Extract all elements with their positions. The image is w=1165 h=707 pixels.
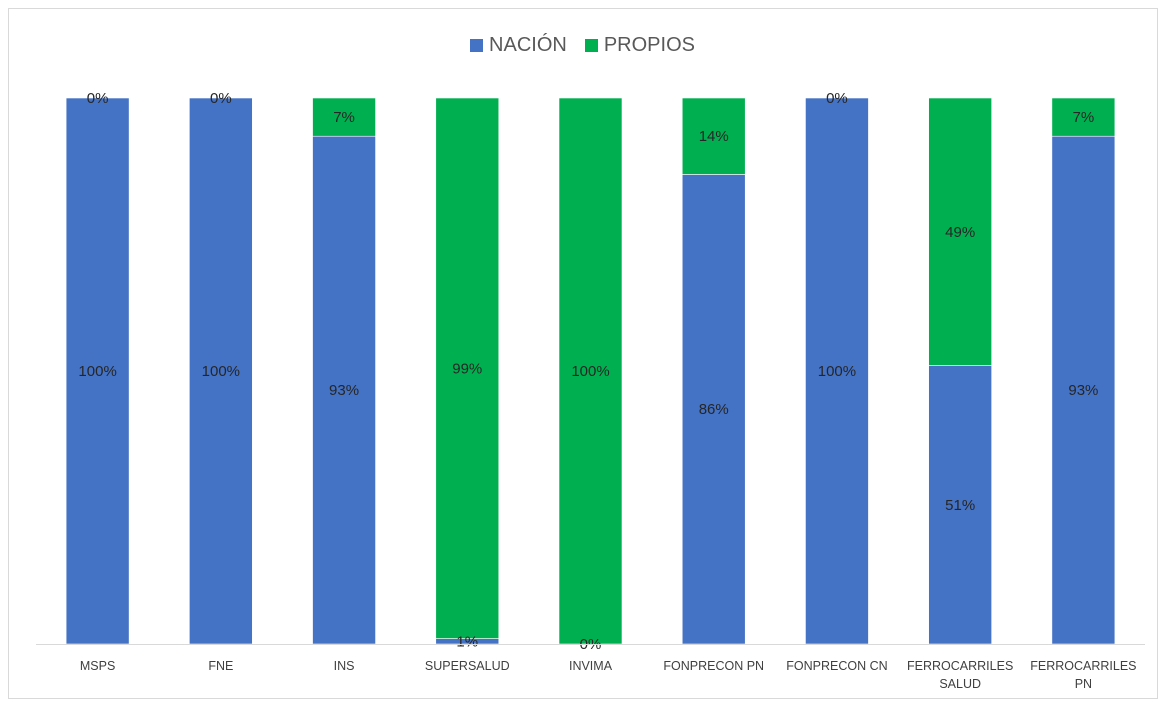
data-label-propios-5: 14% bbox=[699, 128, 729, 145]
category-label-2-0: INS bbox=[334, 659, 355, 673]
category-label-3-0: SUPERSALUD bbox=[425, 659, 510, 673]
data-label-nacion-6: 100% bbox=[818, 363, 856, 380]
data-label-nacion-1: 100% bbox=[202, 363, 240, 380]
category-label-8-1: PN bbox=[1075, 677, 1092, 691]
chart-frame bbox=[8, 8, 1158, 699]
data-label-propios-7: 49% bbox=[945, 224, 975, 241]
category-label-1-0: FNE bbox=[208, 659, 233, 673]
bar-propios-2 bbox=[312, 97, 376, 137]
data-label-propios-8: 7% bbox=[1073, 109, 1095, 126]
bar-nacion-0 bbox=[65, 97, 130, 645]
category-label-4-0: INVIMA bbox=[569, 659, 613, 673]
category-label-5-0: FONPRECON PN bbox=[663, 659, 764, 673]
category-label-7-0: FERROCARRILES bbox=[907, 659, 1013, 673]
legend-label-propios: PROPIOS bbox=[603, 34, 695, 56]
data-label-propios-2: 7% bbox=[333, 109, 355, 126]
bar-nacion-2 bbox=[312, 135, 376, 645]
data-label-nacion-0: 100% bbox=[78, 363, 116, 380]
legend-swatch-nacion bbox=[470, 39, 484, 52]
data-label-propios-6: 0% bbox=[826, 90, 848, 107]
category-label-6-0: FONPRECON CN bbox=[786, 659, 887, 673]
bar-propios-7 bbox=[928, 97, 992, 366]
category-label-7-1: SALUD bbox=[939, 677, 981, 691]
bar-nacion-7 bbox=[928, 365, 992, 645]
data-label-propios-0: 0% bbox=[87, 90, 109, 107]
data-label-propios-4: 100% bbox=[571, 363, 609, 380]
data-label-propios-3: 99% bbox=[452, 360, 482, 377]
legend-item-nacion: NACIÓN bbox=[470, 34, 567, 57]
data-label-nacion-7: 51% bbox=[945, 497, 975, 514]
data-label-nacion-8: 93% bbox=[1068, 382, 1098, 399]
legend-swatch-propios bbox=[584, 39, 598, 52]
bar-propios-8 bbox=[1051, 97, 1116, 137]
bar-nacion-5 bbox=[681, 174, 746, 645]
bar-nacion-6 bbox=[805, 97, 869, 645]
category-label-0-0: MSPS bbox=[80, 659, 115, 673]
data-label-nacion-5: 86% bbox=[699, 401, 729, 418]
legend-item-propios: PROPIOS bbox=[584, 34, 695, 57]
data-label-propios-1: 0% bbox=[210, 90, 232, 107]
category-label-8-0: FERROCARRILES bbox=[1030, 659, 1136, 673]
bar-propios-4 bbox=[558, 97, 623, 645]
legend-label-nacion: NACIÓN bbox=[489, 34, 567, 56]
chart-legend: NACIÓN PROPIOS bbox=[0, 34, 1165, 57]
bar-nacion-1 bbox=[189, 97, 253, 645]
bar-propios-5 bbox=[681, 97, 746, 175]
bar-nacion-8 bbox=[1051, 135, 1116, 645]
bar-propios-3 bbox=[435, 97, 500, 639]
data-label-nacion-2: 93% bbox=[329, 382, 359, 399]
data-label-nacion-3: 1% bbox=[456, 633, 478, 650]
